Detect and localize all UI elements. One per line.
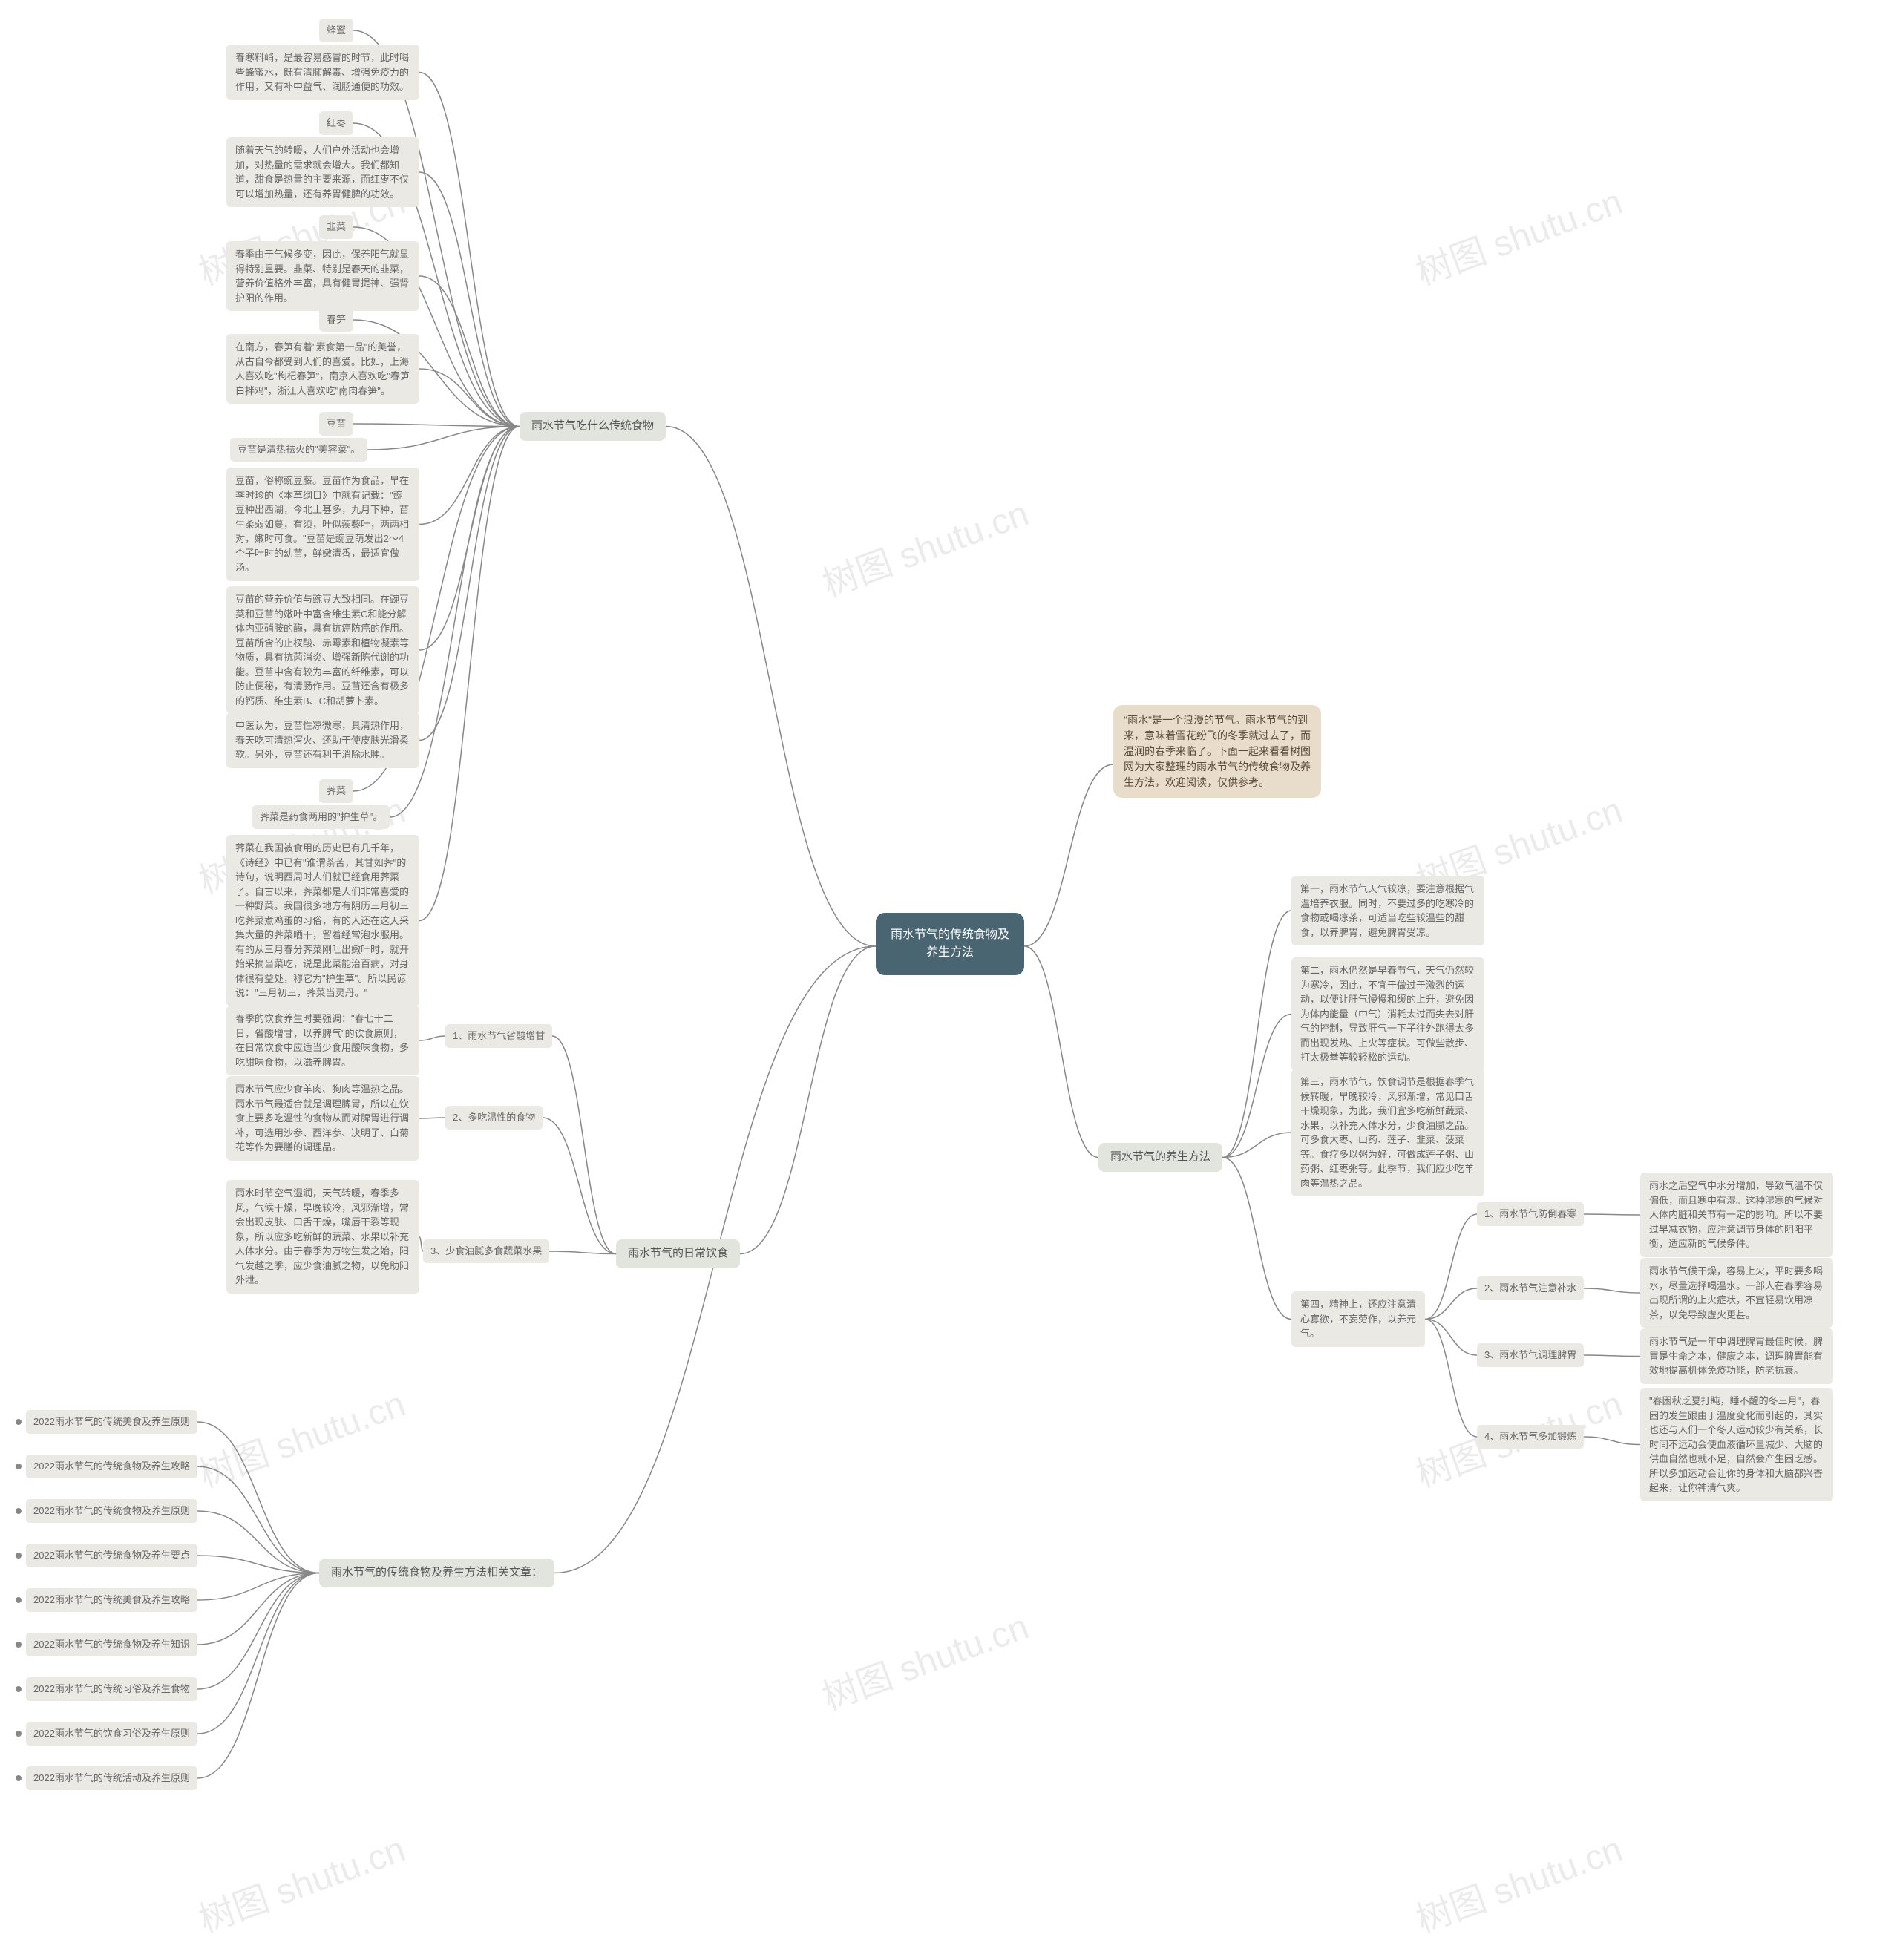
tiny-node: 蜂蜜 (319, 19, 353, 42)
tiny-node: 红枣 (319, 111, 353, 135)
bullet-dot (16, 1775, 22, 1781)
leaf-node: 春寒料峭，是最容易感冒的时节，此时喝些蜂蜜水，既有清肺解毒、增强免疫力的作用，又… (226, 45, 419, 100)
tiny-node: 豆苗是清热祛火的"美容菜"。 (230, 438, 367, 462)
tiny-node: 2022雨水节气的传统食物及养生要点 (26, 1544, 197, 1567)
leaf-node: "春困秋乏夏打盹，睡不醒的冬三月"，春困的发生跟由于温度变化而引起的，其实也还与… (1640, 1388, 1833, 1501)
num-node: 3、雨水节气调理脾胃 (1477, 1343, 1584, 1367)
tiny-node: 2022雨水节气的传统食物及养生攻略 (26, 1455, 197, 1478)
watermark: 树图 shutu.cn (1408, 172, 1628, 295)
branch-node: 雨水节气的传统食物及养生方法相关文章： (319, 1559, 554, 1587)
bullet-dot (16, 1464, 22, 1469)
watermark: 树图 shutu.cn (191, 1374, 411, 1497)
tiny-node: 韭菜 (319, 215, 353, 239)
tiny-node: 荠菜 (319, 779, 353, 803)
bullet-dot (16, 1508, 22, 1514)
leaf-node: 雨水时节空气湿润，天气转暖，春季多风，气候干燥，早晚较冷，风邪渐增，常会出现皮肤… (226, 1180, 419, 1294)
tiny-node: 2022雨水节气的传统食物及养生知识 (26, 1633, 197, 1656)
leaf-node: 雨水之后空气中水分增加，导致气温不仅偏低，而且寒中有湿。这种湿寒的气候对人体内脏… (1640, 1173, 1833, 1257)
leaf-node: 第四，精神上，还应注意清心寡欲，不妄劳作，以养元气。 (1291, 1291, 1425, 1347)
leaf-node: 随着天气的转暖，人们户外活动也会增加，对热量的需求就会增大。我们都知道，甜食是热… (226, 137, 419, 207)
leaf-node: 第一，雨水节气天气较凉，要注意根据气温培养衣服。同时，不要过多的吃寒冷的食物或喝… (1291, 876, 1484, 945)
bullet-dot (16, 1597, 22, 1603)
tiny-node: 荠菜是药食两用的"护生草"。 (252, 805, 390, 829)
branch-node: 雨水节气的日常饮食 (616, 1239, 740, 1268)
leaf-node: 雨水节气候干燥，容易上火，平时要多喝水，尽量选择喝温水。一部人在春季容易出现所谓… (1640, 1258, 1833, 1328)
leaf-node: 中医认为，豆苗性凉微寒，具清热作用，春天吃可清热泻火、还助于使皮肤光滑柔软。另外… (226, 712, 419, 768)
tiny-node: 春笋 (319, 308, 353, 332)
num-node: 1、雨水节气防倒春寒 (1477, 1202, 1584, 1226)
bullet-dot (16, 1731, 22, 1737)
tiny-node: 2022雨水节气的传统习俗及养生食物 (26, 1677, 197, 1701)
watermark: 树图 shutu.cn (1408, 1820, 1628, 1942)
tiny-node: 2022雨水节气的传统食物及养生原则 (26, 1499, 197, 1523)
bullet-dot (16, 1419, 22, 1425)
branch-node: 雨水节气吃什么传统食物 (520, 412, 666, 441)
leaf-node: 春季由于气候多变，因此，保养阳气就显得特别重要。韭菜、特别是春天的韭菜，营养价值… (226, 241, 419, 311)
leaf-node: 雨水节气应少食羊肉、狗肉等温热之品。雨水节气最适合就是调理脾胃，所以在饮食上要多… (226, 1076, 419, 1161)
tiny-node: 2022雨水节气的传统活动及养生原则 (26, 1766, 197, 1790)
leaf-node: 春季的饮食养生时要强调："春七十二日，省酸增甘，以养脾气"的饮食原则，在日常饮食… (226, 1006, 419, 1075)
num-node: 1、雨水节气省酸增甘 (445, 1024, 552, 1048)
bullet-dot (16, 1553, 22, 1559)
watermark: 树图 shutu.cn (814, 1597, 1035, 1720)
branch-node: 雨水节气的养生方法 (1098, 1143, 1222, 1172)
watermark: 树图 shutu.cn (814, 484, 1035, 606)
tiny-node: 2022雨水节气的传统美食及养生攻略 (26, 1588, 197, 1612)
num-node: 2、多吃温性的食物 (445, 1106, 543, 1130)
leaf-node: 雨水节气是一年中调理脾胃最佳时候，脾胃是生命之本，健康之本，调理脾胃能有效地提高… (1640, 1328, 1833, 1384)
leaf-node: 豆苗，俗称豌豆藤。豆苗作为食品，早在李时珍的《本草纲目》中就有记载："豌豆种出西… (226, 468, 419, 581)
intro-node: "雨水"是一个浪漫的节气。雨水节气的到来，意味着雪花纷飞的冬季就过去了，而温润的… (1113, 705, 1321, 798)
leaf-node: 第三，雨水节气，饮食调节是根据春季气候转暖，早晚较冷，风邪渐增，常见口舌干燥现象… (1291, 1069, 1484, 1196)
tiny-node: 2022雨水节气的饮食习俗及养生原则 (26, 1722, 197, 1746)
root-node: 雨水节气的传统食物及养生方法 (876, 913, 1024, 975)
bullet-dot (16, 1642, 22, 1648)
leaf-node: 豆苗的营养价值与豌豆大致相同。在豌豆荚和豆苗的嫩叶中富含维生素C和能分解体内亚硝… (226, 586, 419, 714)
num-node: 3、少食油腻多食蔬菜水果 (423, 1239, 549, 1263)
num-node: 2、雨水节气注意补水 (1477, 1276, 1584, 1300)
tiny-node: 豆苗 (319, 412, 353, 436)
watermark: 树图 shutu.cn (191, 1820, 411, 1942)
leaf-node: 荠菜在我国被食用的历史已有几千年，《诗经》中已有"谁谓荼苦，其甘如荠"的诗句，说… (226, 835, 419, 1006)
leaf-node: 在南方，春笋有着"素食第一品"的美誉，从古自今都受到人们的喜爱。比如，上海人喜欢… (226, 334, 419, 404)
bullet-dot (16, 1686, 22, 1692)
num-node: 4、雨水节气多加锻炼 (1477, 1425, 1584, 1449)
tiny-node: 2022雨水节气的传统美食及养生原则 (26, 1410, 197, 1434)
leaf-node: 第二，雨水仍然是早春节气，天气仍然较为寒冷，因此，不宜于做过于激烈的运动，以便让… (1291, 957, 1484, 1071)
